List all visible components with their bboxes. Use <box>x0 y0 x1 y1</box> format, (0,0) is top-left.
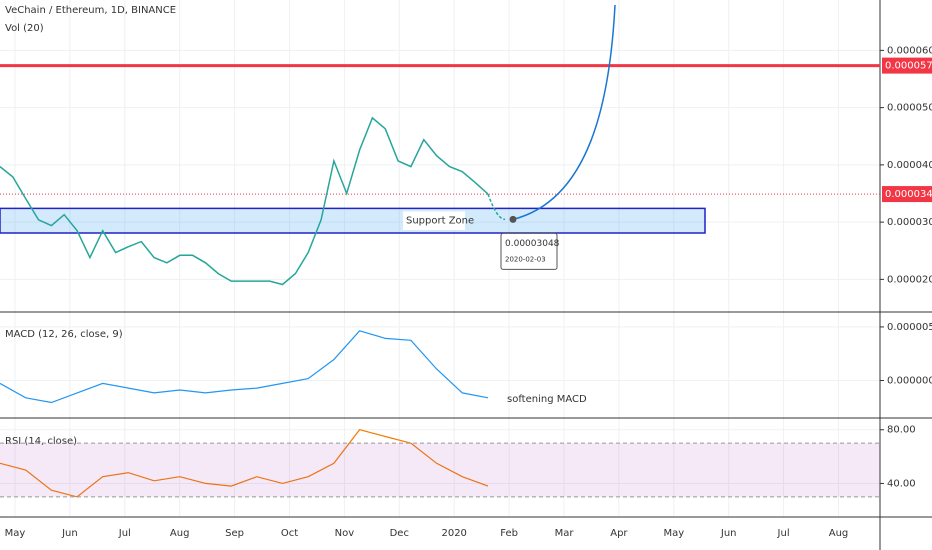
y-tick-label: 0.00000500 <box>887 322 932 333</box>
price-line <box>0 116 489 286</box>
resistance-label: 0.00005734 <box>885 61 932 72</box>
x-tick-label: 2020 <box>441 528 466 539</box>
chart-title: VeChain / Ethereum, 1D, BINANCE <box>5 5 176 16</box>
macd-title: MACD (12, 26, close, 9) <box>5 329 123 340</box>
y-tick-label: 0.00005000 <box>887 103 932 114</box>
rsi-title: RSI (14, close) <box>5 436 77 447</box>
y-tick-label: 40.00 <box>887 478 916 489</box>
x-tick-label: Jun <box>61 528 78 539</box>
macd-line <box>0 330 489 404</box>
target-value: 0.00003048 <box>505 239 560 249</box>
y-tick-label: 0.00002000 <box>887 274 932 285</box>
support-zone <box>0 207 706 234</box>
volume-label: Vol (20) <box>5 23 44 34</box>
x-tick-label: Dec <box>390 528 409 539</box>
last-price-label: 0.00003490 <box>885 189 932 200</box>
zone-label-bg <box>403 211 465 230</box>
x-tick-label: May <box>5 528 26 539</box>
x-tick-label: Feb <box>500 528 518 539</box>
x-tick-label: Aug <box>829 528 849 539</box>
support-zone-label: Support Zone <box>406 216 474 227</box>
x-tick-label: May <box>663 528 684 539</box>
rsi-line <box>0 429 489 498</box>
target-box <box>500 232 558 270</box>
macd-annotation: softening MACD <box>507 394 587 405</box>
y-tick-label: 0.00004000 <box>887 160 932 171</box>
x-tick-label: Nov <box>335 528 355 539</box>
x-tick-label: Jun <box>720 528 737 539</box>
x-tick-label: Sep <box>225 528 244 539</box>
x-tick-label: Jul <box>118 528 131 539</box>
x-tick-label: Oct <box>281 528 298 539</box>
price-badge <box>882 57 932 74</box>
projection-curve <box>512 4 616 221</box>
target-point <box>509 215 517 223</box>
x-tick-label: Mar <box>555 528 575 539</box>
x-tick-label: Apr <box>610 528 628 539</box>
x-tick-label: Aug <box>170 528 190 539</box>
y-tick-label: 80.00 <box>887 425 916 436</box>
price-badge <box>882 186 932 203</box>
rsi-band <box>0 443 880 497</box>
target-date: 2020-02-03 <box>505 255 546 263</box>
y-tick-label: 0.00006000 <box>887 45 932 56</box>
grid <box>0 0 880 517</box>
arrow <box>487 193 506 221</box>
y-tick-label: 0.00003000 <box>887 217 932 228</box>
y-tick-label: 0.00000000 <box>887 376 932 387</box>
x-tick-label: Jul <box>777 528 790 539</box>
